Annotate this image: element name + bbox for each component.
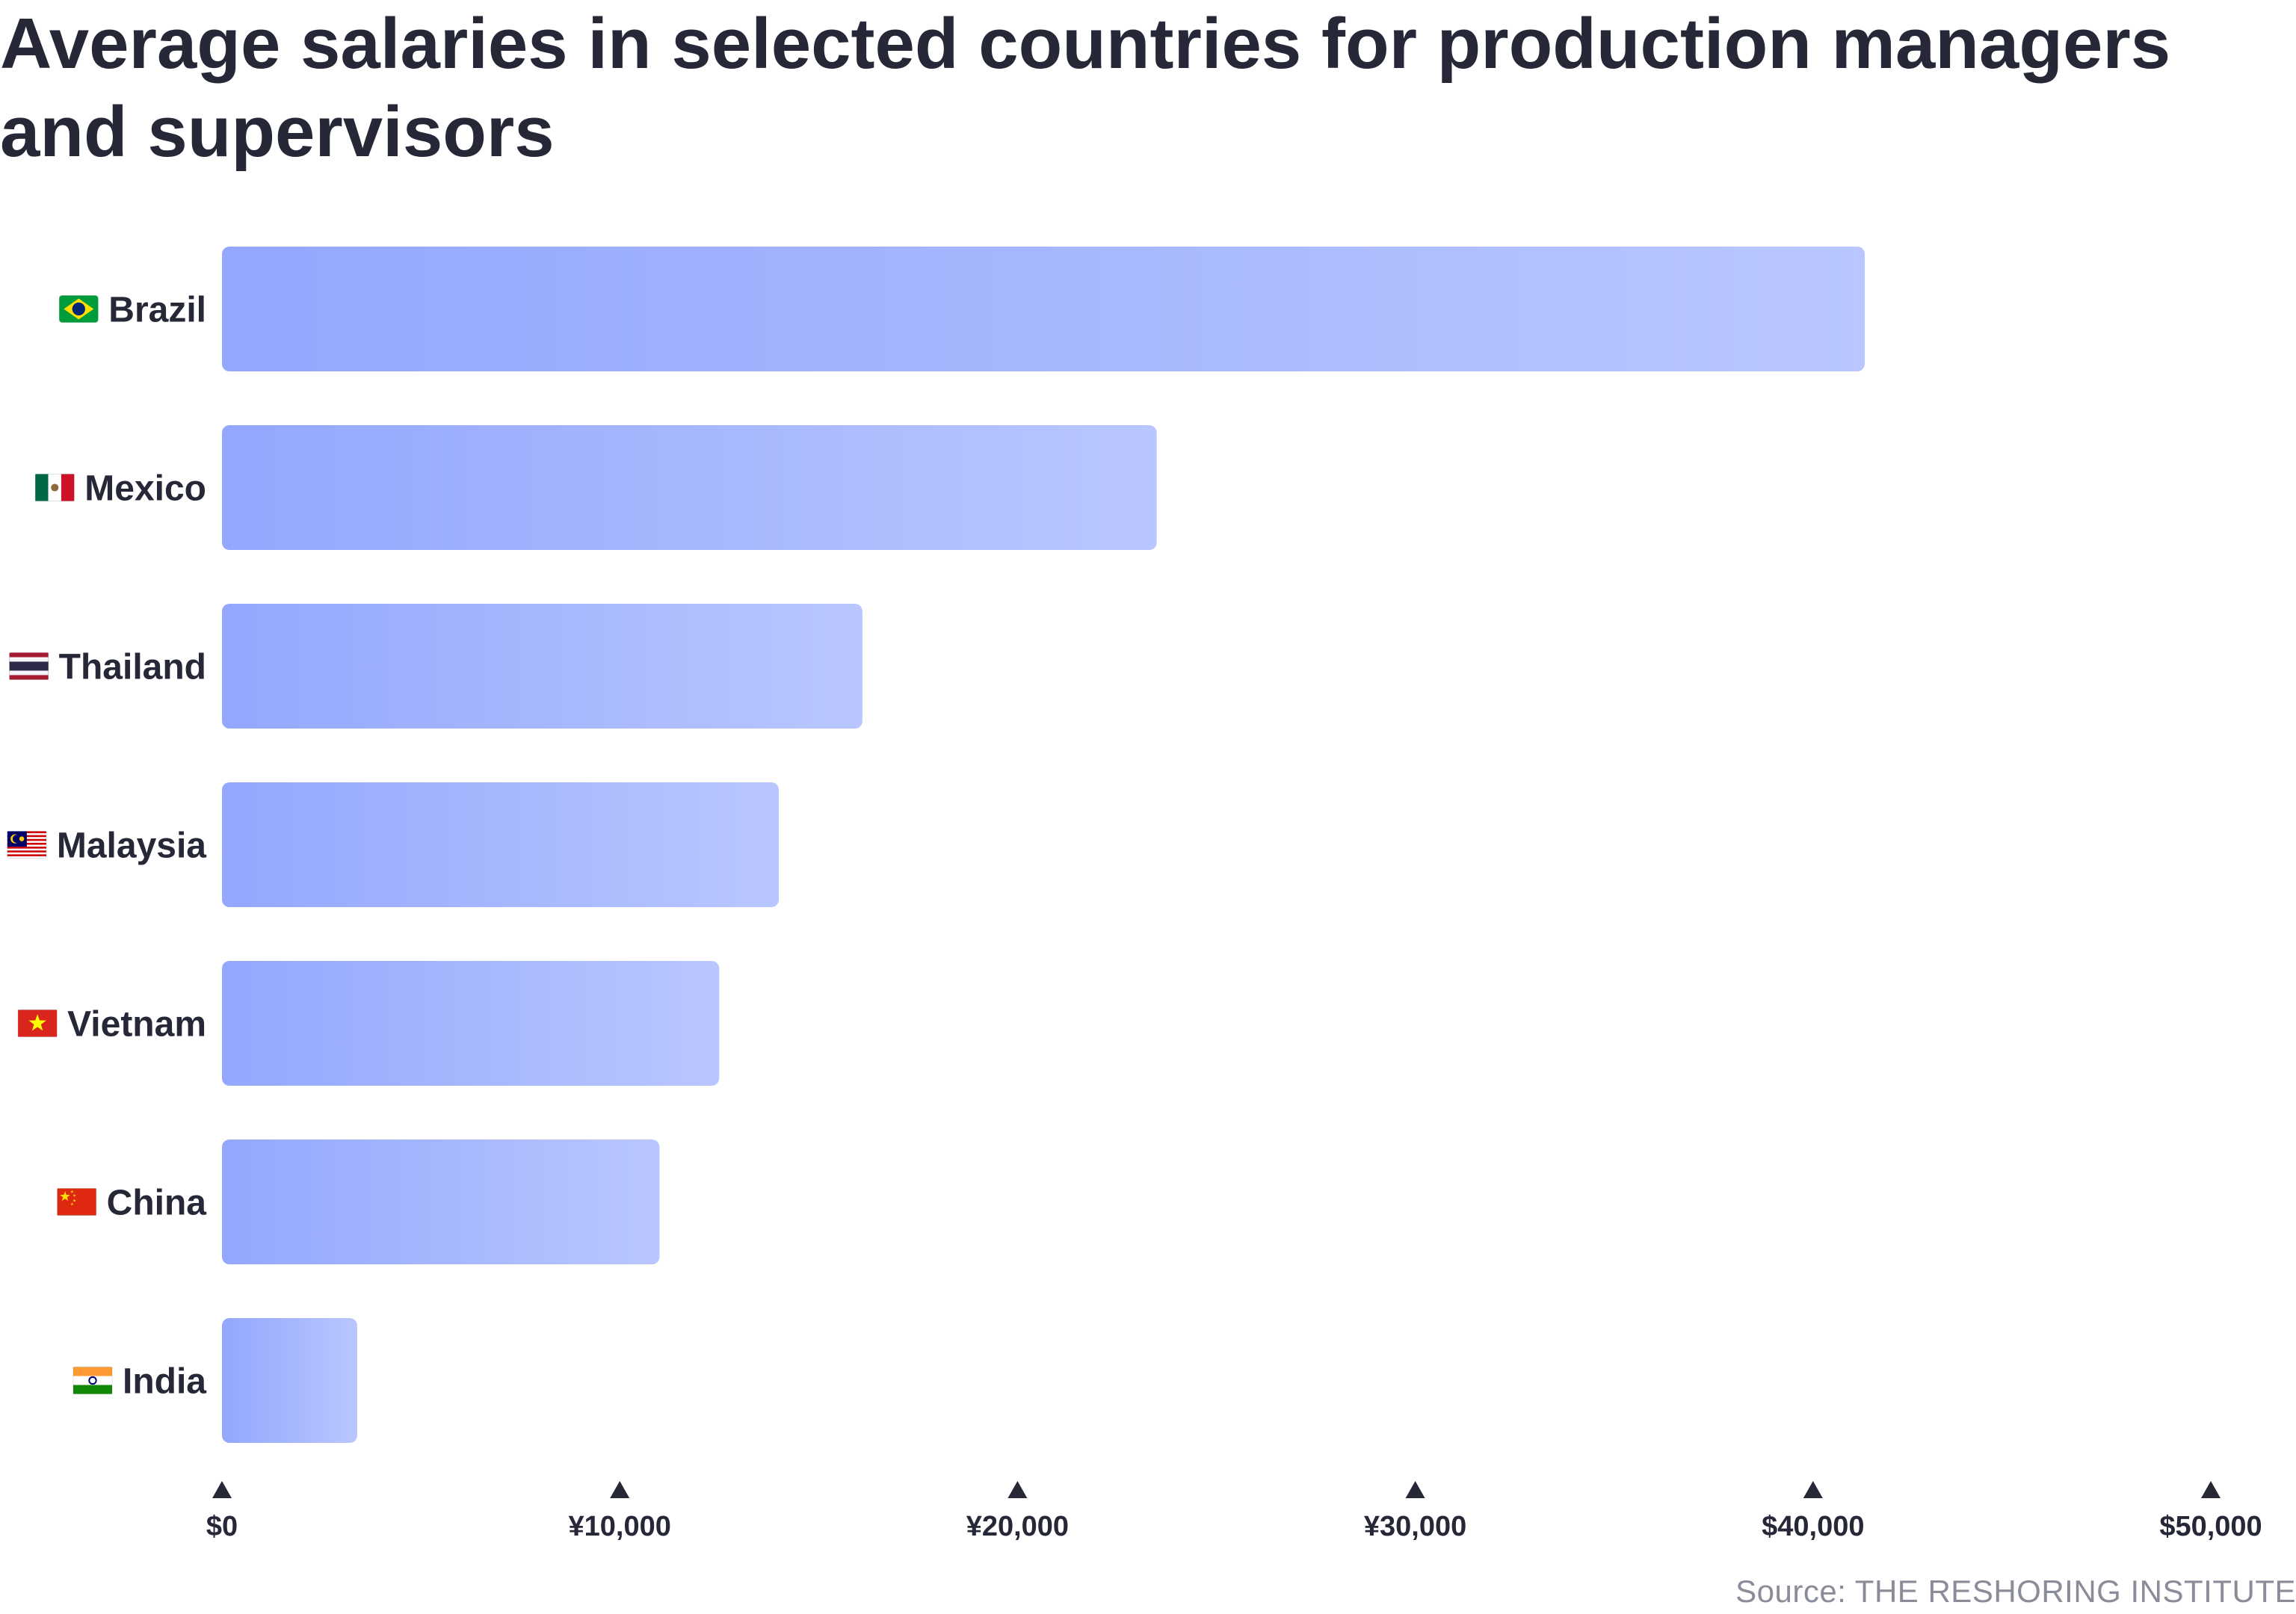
category-label-vietnam: Vietnam (67, 1005, 206, 1045)
flag-icon-mx (34, 474, 75, 501)
flag-icon-in (72, 1367, 113, 1394)
category-label-mexico: Mexico (84, 469, 206, 509)
x-tick-marker (1803, 1481, 1823, 1498)
x-tick-marker (610, 1481, 630, 1498)
source-note: Source: THE RESHORING INSTITUTE (1735, 1574, 2296, 1609)
flag-icon-th (9, 652, 49, 680)
x-axis: $0 ¥10,000 ¥20,000 ¥30,000 $40,000 $50,000 (206, 1481, 2262, 1542)
bar-brazil (222, 247, 1865, 371)
bar-thailand (222, 604, 862, 729)
flag-icon-vn (17, 1009, 58, 1037)
x-tick-marker (2201, 1481, 2221, 1498)
x-tick-label: ¥20,000 (966, 1511, 1069, 1542)
x-tick-marker (212, 1481, 232, 1498)
flag-icon-br (58, 295, 99, 323)
x-tick-marker (1007, 1481, 1028, 1498)
category-label-india: India (123, 1362, 206, 1402)
bars-group (222, 247, 1865, 1443)
x-tick-label: $0 (206, 1511, 238, 1542)
category-label-brazil: Brazil (108, 291, 206, 330)
category-labels: Brazil Mexico Thailand Malaysia Vietnam China… (7, 291, 206, 1402)
bar-india (222, 1318, 357, 1443)
flag-icon-cn (57, 1188, 97, 1216)
category-label-thailand: Thailand (59, 648, 206, 687)
category-label-china: China (107, 1184, 207, 1223)
bar-malaysia (222, 782, 780, 907)
category-label-malaysia: Malaysia (57, 826, 206, 866)
x-tick-label: $40,000 (1762, 1511, 1864, 1542)
x-tick-label: ¥30,000 (1364, 1511, 1466, 1542)
bar-mexico (222, 425, 1157, 550)
x-tick-marker (1405, 1481, 1425, 1498)
x-tick-label: $50,000 (2159, 1511, 2262, 1542)
flag-icon-my (7, 831, 47, 859)
bar-vietnam (222, 961, 720, 1086)
bar-china (222, 1140, 660, 1264)
x-tick-label: ¥10,000 (569, 1511, 671, 1542)
chart-title: Average salaries in selected countries f… (0, 4, 2171, 172)
